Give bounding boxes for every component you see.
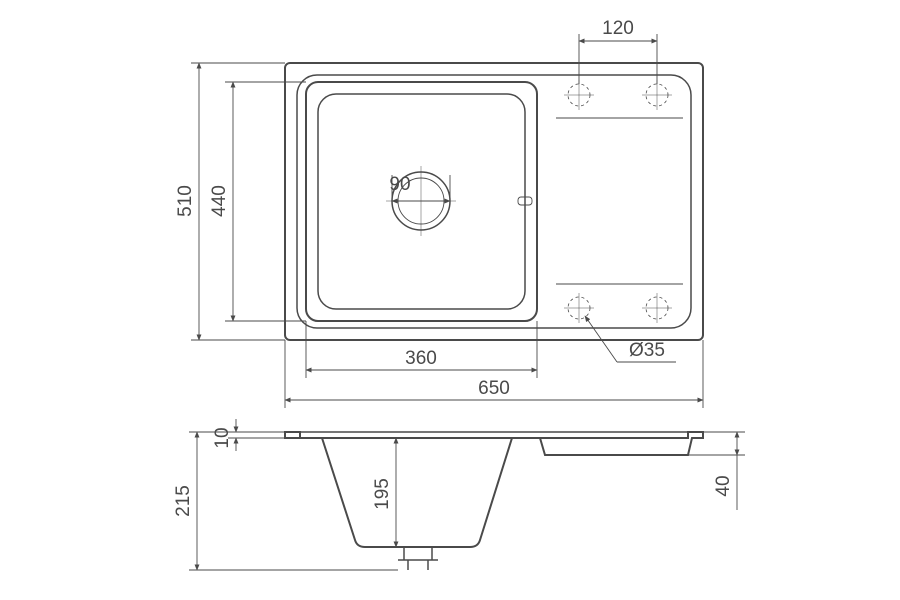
bowl-inner (318, 94, 525, 309)
dim-35-label: Ø35 (629, 340, 665, 361)
sink-dimension-drawing: 120 90 510 440 360 (0, 0, 900, 600)
bowl-outer (306, 82, 537, 321)
dim-195-label: 195 (372, 478, 393, 510)
dim-215-label: 215 (173, 485, 194, 517)
dim-40: 40 (688, 432, 745, 510)
dim-120-label: 120 (602, 18, 634, 39)
sink-inner-rim (297, 75, 691, 328)
drain-tail (398, 547, 438, 570)
dim-440: 440 (209, 82, 306, 321)
dim-195: 195 (372, 438, 396, 547)
dim-510: 510 (175, 63, 285, 340)
dim-510-label: 510 (175, 185, 196, 217)
dim-90-label: 90 (389, 174, 410, 195)
dim-360-label: 360 (405, 348, 437, 369)
dim-10-label: 10 (212, 427, 233, 448)
dim-360: 360 (306, 321, 537, 378)
sink-outer (285, 63, 703, 340)
drainer-ribs (556, 118, 683, 284)
dim-215: 215 (173, 432, 398, 570)
dim-440-label: 440 (209, 185, 230, 217)
top-view: 120 90 510 440 360 (175, 18, 703, 408)
sink-section (285, 432, 703, 547)
dim-120: 120 (579, 18, 657, 84)
dim-10: 10 (212, 419, 285, 451)
tap-holes (564, 80, 672, 323)
dim-650-label: 650 (478, 378, 510, 399)
dim-40-label: 40 (713, 475, 734, 496)
front-view: 10 215 195 40 (173, 419, 745, 570)
